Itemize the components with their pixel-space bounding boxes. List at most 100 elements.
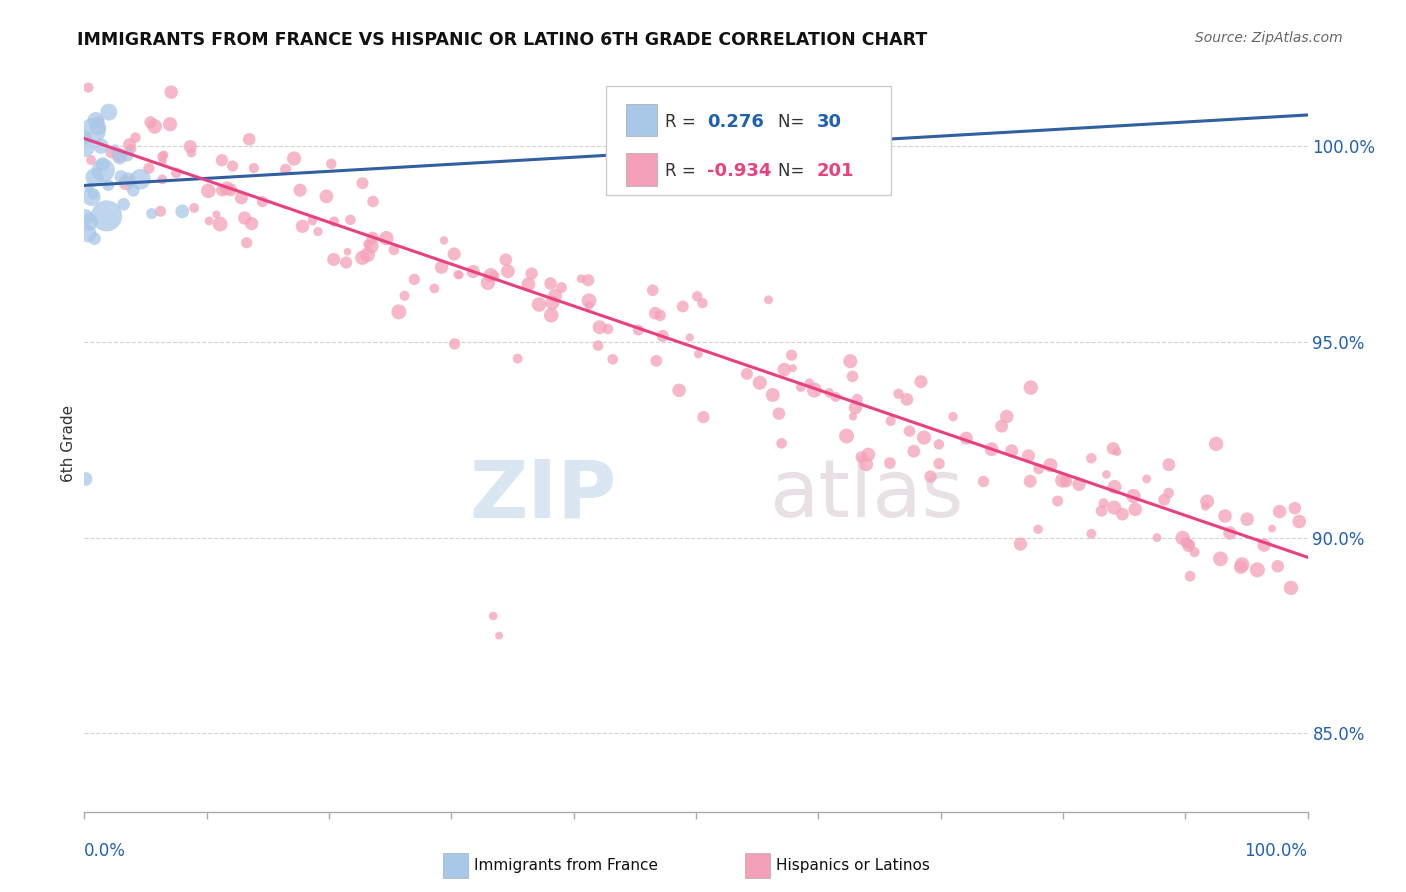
Point bbox=[482, 268, 505, 283]
Point bbox=[198, 214, 221, 228]
Point bbox=[150, 149, 173, 163]
Point bbox=[352, 176, 374, 190]
Point bbox=[762, 388, 785, 402]
Point bbox=[83, 232, 105, 246]
Point bbox=[73, 130, 96, 145]
Point bbox=[479, 268, 502, 282]
Point bbox=[179, 139, 201, 153]
Point bbox=[1175, 535, 1198, 549]
Point bbox=[1153, 492, 1175, 507]
Point bbox=[1092, 496, 1115, 510]
Point bbox=[602, 352, 624, 367]
Point bbox=[1123, 502, 1146, 516]
Point bbox=[1095, 467, 1118, 482]
Point bbox=[841, 369, 863, 384]
Point bbox=[576, 273, 599, 287]
Point bbox=[1026, 522, 1049, 536]
Point bbox=[912, 431, 935, 445]
Point bbox=[274, 162, 297, 177]
Point bbox=[758, 293, 780, 307]
Point bbox=[1157, 486, 1180, 500]
Point bbox=[1184, 545, 1206, 559]
Point bbox=[449, 268, 471, 282]
Point bbox=[82, 187, 104, 202]
Point bbox=[1213, 508, 1236, 523]
Point bbox=[651, 329, 673, 343]
Point bbox=[748, 376, 770, 390]
Point bbox=[172, 204, 194, 219]
Point bbox=[692, 410, 714, 425]
Point bbox=[139, 115, 162, 129]
Point bbox=[124, 130, 146, 145]
Point bbox=[1197, 494, 1219, 508]
Point bbox=[692, 296, 714, 310]
Point bbox=[768, 407, 790, 421]
Point bbox=[1268, 504, 1291, 518]
Point bbox=[160, 85, 183, 99]
Point bbox=[550, 280, 572, 294]
Point bbox=[679, 330, 702, 344]
Point bbox=[423, 281, 446, 295]
Text: Hispanics or Latinos: Hispanics or Latinos bbox=[776, 858, 929, 872]
Point bbox=[541, 295, 564, 310]
Point bbox=[686, 289, 709, 303]
Point bbox=[569, 271, 592, 285]
Point bbox=[495, 252, 517, 267]
Point bbox=[644, 306, 666, 320]
Point bbox=[252, 194, 274, 209]
Point bbox=[356, 248, 378, 262]
Point bbox=[1122, 489, 1144, 503]
Point bbox=[112, 197, 135, 211]
Point bbox=[235, 235, 257, 250]
Point bbox=[97, 178, 120, 193]
Point bbox=[1279, 581, 1302, 595]
Text: 0.0%: 0.0% bbox=[84, 842, 127, 860]
Point bbox=[443, 337, 465, 351]
Point bbox=[211, 153, 233, 168]
Point bbox=[87, 115, 110, 129]
Point bbox=[165, 166, 187, 180]
Point bbox=[1261, 522, 1284, 536]
Point bbox=[388, 305, 411, 319]
Point bbox=[1209, 551, 1232, 566]
Point bbox=[75, 141, 97, 155]
Text: 0.276: 0.276 bbox=[707, 113, 763, 131]
Point bbox=[588, 320, 610, 334]
Point bbox=[322, 252, 344, 267]
Point bbox=[1090, 504, 1112, 518]
Point bbox=[839, 354, 862, 368]
Point bbox=[243, 161, 266, 175]
Point bbox=[375, 231, 398, 245]
Point bbox=[80, 190, 103, 204]
Point bbox=[91, 157, 114, 171]
Text: -0.934: -0.934 bbox=[707, 162, 772, 180]
Point bbox=[858, 448, 880, 462]
Point bbox=[780, 348, 803, 362]
Point bbox=[1010, 537, 1032, 551]
Text: ZIP: ZIP bbox=[470, 457, 616, 534]
Point bbox=[1171, 531, 1194, 545]
Point bbox=[77, 80, 100, 95]
Point bbox=[110, 169, 132, 184]
Point bbox=[323, 214, 346, 228]
Point bbox=[1157, 458, 1180, 472]
Point bbox=[352, 251, 374, 265]
Point bbox=[315, 189, 337, 203]
Point bbox=[1230, 560, 1253, 574]
Point bbox=[120, 142, 142, 156]
Point bbox=[910, 375, 932, 389]
Point bbox=[1080, 526, 1102, 541]
Point bbox=[1177, 539, 1199, 553]
Point bbox=[973, 475, 995, 489]
Point bbox=[77, 181, 100, 195]
Point bbox=[790, 380, 813, 394]
Point bbox=[879, 414, 901, 428]
Text: 30: 30 bbox=[817, 113, 842, 131]
Point bbox=[79, 215, 101, 229]
Point bbox=[578, 293, 600, 308]
Text: N=: N= bbox=[778, 162, 808, 180]
Point bbox=[1028, 462, 1050, 476]
Point bbox=[540, 277, 562, 291]
Point bbox=[91, 163, 114, 178]
Point bbox=[1105, 444, 1128, 458]
